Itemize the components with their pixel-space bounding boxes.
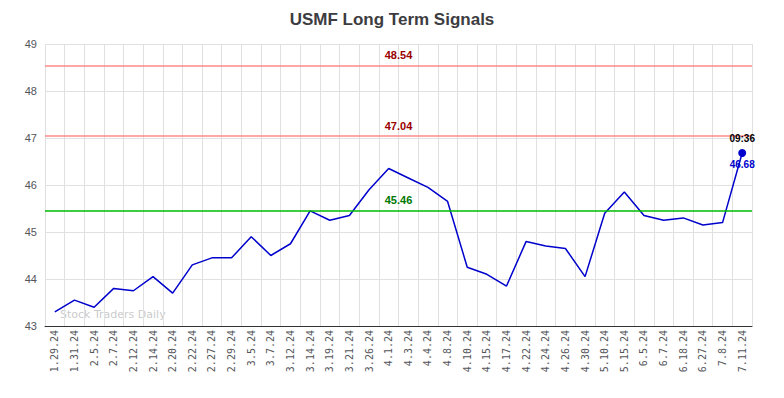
svg-text:5.15.24: 5.15.24 — [619, 330, 630, 372]
svg-text:3.26.24: 3.26.24 — [364, 330, 375, 372]
svg-text:43: 43 — [25, 320, 37, 332]
svg-text:45.46: 45.46 — [385, 194, 413, 206]
svg-text:4.26.24: 4.26.24 — [560, 330, 571, 372]
svg-text:Stock Traders Daily: Stock Traders Daily — [60, 308, 166, 321]
svg-text:4.10.24: 4.10.24 — [462, 330, 473, 372]
svg-text:6.27.24: 6.27.24 — [697, 330, 708, 372]
svg-text:1.31.24: 1.31.24 — [69, 330, 80, 372]
svg-text:48.54: 48.54 — [385, 49, 413, 61]
svg-text:2.27.24: 2.27.24 — [206, 330, 217, 372]
svg-text:3.21.24: 3.21.24 — [344, 330, 355, 372]
svg-text:6.5.24: 6.5.24 — [638, 330, 649, 366]
svg-text:4.15.24: 4.15.24 — [481, 330, 492, 372]
svg-text:4.8.24: 4.8.24 — [442, 330, 453, 366]
svg-text:4.4.24: 4.4.24 — [422, 330, 433, 366]
svg-text:1.29.24: 1.29.24 — [49, 330, 60, 372]
svg-text:3.12.24: 3.12.24 — [285, 330, 296, 372]
svg-text:2.7.24: 2.7.24 — [108, 330, 119, 366]
svg-text:4.1.24: 4.1.24 — [383, 330, 394, 366]
svg-text:3.5.24: 3.5.24 — [246, 330, 257, 366]
svg-text:47.04: 47.04 — [385, 120, 413, 132]
svg-text:3.14.24: 3.14.24 — [305, 330, 316, 372]
svg-text:48: 48 — [25, 85, 37, 97]
svg-text:7.8.24: 7.8.24 — [717, 330, 728, 366]
svg-text:5.10.24: 5.10.24 — [599, 330, 610, 372]
svg-text:3.19.24: 3.19.24 — [324, 330, 335, 372]
svg-text:09:36: 09:36 — [729, 133, 755, 144]
svg-text:2.29.24: 2.29.24 — [226, 330, 237, 372]
svg-text:3.7.24: 3.7.24 — [265, 330, 276, 366]
svg-text:46: 46 — [25, 179, 37, 191]
svg-text:2.5.24: 2.5.24 — [89, 330, 100, 366]
svg-text:46.68: 46.68 — [730, 159, 755, 170]
svg-text:USMF Long Term Signals: USMF Long Term Signals — [290, 10, 495, 29]
svg-text:7.11.24: 7.11.24 — [737, 330, 748, 372]
svg-text:2.12.24: 2.12.24 — [128, 330, 139, 372]
svg-text:47: 47 — [25, 132, 37, 144]
svg-text:6.18.24: 6.18.24 — [678, 330, 689, 372]
svg-text:4.17.24: 4.17.24 — [501, 330, 512, 372]
svg-text:4.24.24: 4.24.24 — [540, 330, 551, 372]
svg-text:2.14.24: 2.14.24 — [148, 330, 159, 372]
svg-text:49: 49 — [25, 38, 37, 50]
svg-text:2.20.24: 2.20.24 — [167, 330, 178, 372]
svg-text:4.30.24: 4.30.24 — [580, 330, 591, 372]
svg-text:4.22.24: 4.22.24 — [521, 330, 532, 372]
svg-text:45: 45 — [25, 226, 37, 238]
svg-text:44: 44 — [25, 273, 37, 285]
svg-text:2.22.24: 2.22.24 — [187, 330, 198, 372]
svg-text:4.3.24: 4.3.24 — [403, 330, 414, 366]
svg-text:6.7.24: 6.7.24 — [658, 330, 669, 366]
